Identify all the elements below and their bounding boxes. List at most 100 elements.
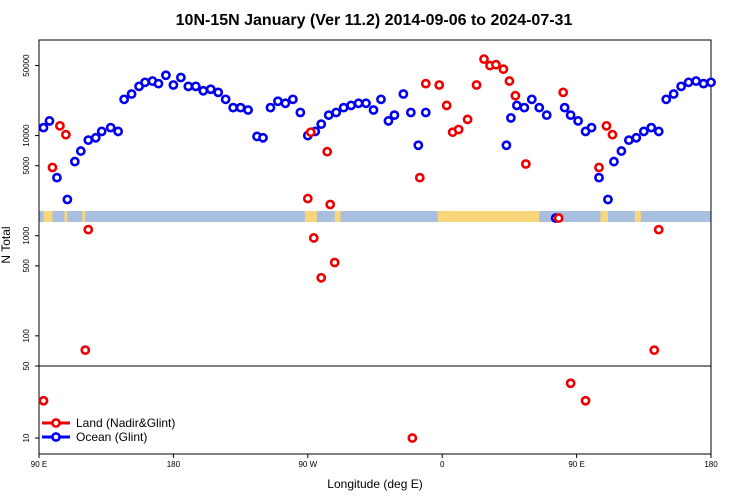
ocean-data-point bbox=[603, 194, 613, 205]
land-data-point bbox=[302, 193, 313, 204]
land-data-point bbox=[565, 378, 576, 389]
ocean-data-point bbox=[541, 110, 552, 121]
ocean-data-point bbox=[175, 72, 186, 83]
land-data-point bbox=[329, 257, 340, 268]
map-land-patch bbox=[304, 211, 317, 222]
land-data-point bbox=[83, 224, 94, 235]
land-data-point bbox=[453, 124, 464, 135]
ocean-data-point bbox=[265, 102, 276, 113]
x-tick-label: 90 E bbox=[568, 460, 584, 469]
ocean-data-point bbox=[609, 156, 619, 167]
ocean-data-point bbox=[511, 100, 522, 111]
world-map-strip bbox=[39, 211, 711, 222]
ocean-data-point bbox=[331, 107, 342, 118]
land-data-point bbox=[316, 272, 327, 283]
ocean-data-point bbox=[376, 94, 386, 105]
x-tick-label: 0 bbox=[440, 460, 445, 469]
ocean-data-point bbox=[161, 70, 171, 81]
ocean-data-point bbox=[683, 77, 694, 88]
map-land-patch bbox=[334, 211, 341, 222]
land-series bbox=[38, 54, 664, 443]
land-data-point bbox=[441, 100, 452, 111]
ocean-data-point bbox=[280, 98, 291, 109]
land-data-point bbox=[580, 395, 591, 406]
y-tick-label: 50 bbox=[22, 361, 31, 370]
ocean-data-point bbox=[62, 194, 73, 205]
ocean-data-point bbox=[228, 102, 239, 113]
land-data-point bbox=[594, 162, 604, 173]
ocean-data-point bbox=[594, 172, 604, 183]
ocean-data-point bbox=[559, 102, 570, 113]
land-data-point bbox=[653, 224, 664, 235]
map-land-patch bbox=[600, 211, 608, 222]
ocean-data-point bbox=[220, 94, 231, 105]
ocean-data-point bbox=[52, 172, 62, 183]
ocean-data-point bbox=[519, 102, 530, 113]
map-ocean-band bbox=[39, 211, 711, 222]
ocean-data-point bbox=[243, 105, 253, 115]
ocean-data-point bbox=[398, 89, 409, 99]
land-data-point bbox=[491, 59, 501, 70]
ocean-data-point bbox=[389, 110, 400, 121]
land-data-point bbox=[305, 127, 316, 138]
map-land-masses bbox=[43, 211, 641, 222]
land-data-point bbox=[325, 199, 336, 210]
x-tick-label: 90 E bbox=[31, 460, 47, 469]
legend-label-ocean: Ocean (Glint) bbox=[76, 430, 147, 444]
land-data-point bbox=[558, 87, 569, 98]
x-axis: 90 E 180 90 W 0 90 E 180 bbox=[31, 454, 718, 469]
ocean-data-point bbox=[96, 126, 107, 137]
map-land-patch bbox=[634, 211, 641, 222]
ocean-data-point bbox=[119, 94, 130, 105]
ocean-data-point bbox=[338, 102, 349, 113]
land-data-point bbox=[479, 54, 489, 65]
ocean-data-point bbox=[646, 122, 657, 133]
ocean-data-point bbox=[346, 100, 357, 111]
land-data-point bbox=[55, 120, 65, 131]
land-data-point bbox=[601, 120, 612, 131]
land-data-point bbox=[60, 129, 71, 140]
legend-marker-ocean bbox=[51, 432, 61, 442]
ocean-data-point bbox=[573, 116, 583, 126]
land-data-point bbox=[498, 64, 509, 75]
ocean-data-point bbox=[405, 107, 416, 118]
ocean-data-point bbox=[505, 113, 516, 123]
land-data-point bbox=[322, 146, 333, 157]
ocean-data-point bbox=[413, 140, 424, 151]
map-land-patch bbox=[64, 211, 68, 222]
y-tick-label: 100 bbox=[22, 329, 31, 343]
y-tick-label: 5000 bbox=[22, 156, 31, 174]
ocean-data-point bbox=[105, 122, 116, 133]
y-axis: 10 50 100 500 1000 5000 10000 50000 bbox=[22, 54, 39, 442]
ocean-data-point bbox=[235, 102, 246, 113]
ocean-data-point bbox=[383, 116, 394, 126]
ocean-data-point bbox=[287, 94, 298, 105]
map-land-patch bbox=[43, 211, 53, 222]
ocean-data-point bbox=[706, 77, 716, 88]
ocean-data-point bbox=[668, 89, 679, 99]
land-data-point bbox=[308, 233, 319, 243]
ocean-data-point bbox=[90, 132, 101, 143]
ocean-data-point bbox=[698, 78, 709, 89]
ocean-data-point bbox=[661, 94, 672, 105]
ocean-data-point bbox=[501, 140, 512, 151]
land-data-point bbox=[471, 80, 482, 90]
ocean-data-point bbox=[44, 116, 55, 126]
land-data-point bbox=[649, 345, 660, 356]
ocean-data-point bbox=[316, 119, 327, 130]
y-tick-label: 10000 bbox=[22, 124, 31, 147]
ocean-data-point bbox=[83, 135, 94, 146]
ocean-data-point bbox=[526, 94, 537, 105]
ocean-data-point bbox=[565, 110, 576, 121]
ocean-data-point bbox=[69, 156, 80, 167]
land-data-point bbox=[510, 90, 521, 101]
land-data-point bbox=[504, 76, 515, 86]
y-tick-label: 50000 bbox=[22, 54, 31, 77]
ocean-data-point bbox=[361, 98, 371, 109]
legend-marker-land bbox=[51, 418, 61, 428]
ocean-data-point bbox=[113, 126, 124, 137]
ocean-data-point bbox=[676, 81, 687, 92]
ocean-data-point bbox=[623, 135, 634, 146]
ocean-data-point bbox=[638, 126, 649, 137]
